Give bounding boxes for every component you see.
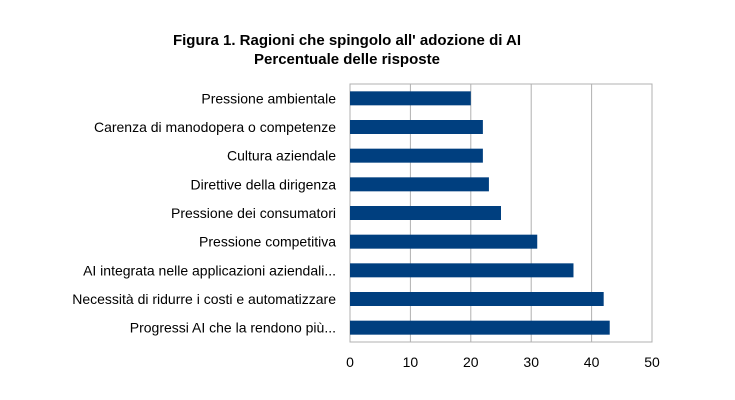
category-label: Progressi AI che la rendono più... — [130, 320, 336, 336]
bar — [350, 234, 538, 249]
x-tick-label: 0 — [346, 354, 354, 370]
chart-subtitle: Percentuale delle risposte — [254, 51, 440, 68]
bar — [350, 320, 610, 335]
plot-area: Pressione ambientale Carenza di manodoper… — [72, 83, 660, 370]
category-labels: Pressione ambientale Carenza di manodoper… — [72, 90, 336, 335]
x-axis-ticks: 0 10 20 30 40 50 — [346, 354, 660, 370]
bar — [350, 148, 483, 163]
x-tick-label: 40 — [584, 354, 600, 370]
category-label: Necessità di ridurre i costi e automatiz… — [72, 291, 336, 307]
category-label: Direttive della dirigenza — [190, 176, 336, 192]
bar — [350, 292, 604, 306]
category-label: Carenza di manodopera o competenze — [94, 119, 336, 135]
bar — [350, 120, 483, 134]
bar — [350, 91, 471, 106]
chart-title: Figura 1. Ragioni che spingolo all' adoz… — [173, 32, 521, 49]
bar — [350, 206, 501, 220]
category-label: Pressione competitiva — [199, 234, 336, 250]
category-label: Pressione dei consumatori — [171, 205, 336, 221]
bar — [350, 177, 489, 192]
x-tick-label: 50 — [644, 354, 660, 370]
x-tick-label: 10 — [403, 354, 419, 370]
bar — [350, 263, 574, 278]
category-label: AI integrata nelle applicazioni aziendal… — [83, 262, 336, 278]
x-tick-label: 30 — [523, 354, 539, 370]
bars — [350, 91, 610, 335]
x-tick-label: 20 — [463, 354, 479, 370]
category-label: Pressione ambientale — [201, 90, 336, 106]
category-label: Cultura aziendale — [227, 148, 336, 164]
